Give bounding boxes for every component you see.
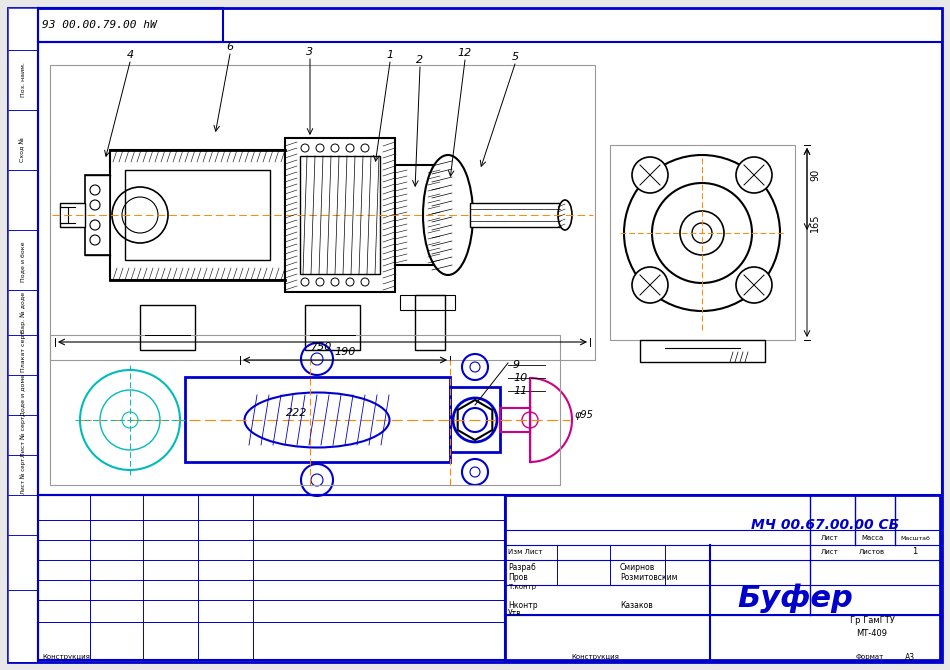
Bar bbox=[38, 495, 505, 660]
Bar bbox=[60, 207, 68, 223]
Text: 11: 11 bbox=[513, 386, 527, 396]
Circle shape bbox=[624, 155, 780, 311]
Text: 9: 9 bbox=[513, 360, 521, 370]
Bar bbox=[505, 495, 940, 660]
Circle shape bbox=[632, 267, 668, 303]
Bar bbox=[450, 387, 500, 452]
Bar bbox=[50, 65, 595, 360]
Bar bbox=[125, 170, 270, 260]
Text: Конструкция: Конструкция bbox=[42, 654, 90, 660]
Text: Доде и доме: Доде и доме bbox=[21, 374, 26, 416]
Ellipse shape bbox=[423, 155, 473, 275]
Text: Лист: Лист bbox=[821, 549, 839, 555]
Bar bbox=[640, 340, 765, 362]
Bar bbox=[8, 375, 38, 415]
Text: Казаков: Казаков bbox=[620, 600, 653, 610]
Text: 1: 1 bbox=[912, 547, 918, 557]
Text: Гр ГамГТУ
МТ-409: Гр ГамГТУ МТ-409 bbox=[849, 616, 895, 638]
Bar bbox=[185, 377, 450, 462]
Bar bbox=[8, 8, 38, 50]
Bar bbox=[8, 8, 38, 662]
Text: 90: 90 bbox=[810, 169, 820, 181]
Bar bbox=[8, 535, 38, 590]
Text: 5: 5 bbox=[511, 52, 519, 62]
Bar bbox=[8, 50, 38, 110]
Bar bbox=[8, 110, 38, 170]
Bar bbox=[110, 150, 285, 280]
Bar bbox=[300, 156, 380, 274]
Text: Листов: Листов bbox=[859, 549, 885, 555]
Bar bbox=[470, 203, 560, 227]
Bar bbox=[50, 335, 560, 485]
Text: 93 00.00.79.00 hW: 93 00.00.79.00 hW bbox=[42, 20, 157, 30]
Text: А3: А3 bbox=[905, 653, 915, 661]
Text: 3: 3 bbox=[307, 47, 314, 57]
Bar bbox=[8, 170, 38, 230]
Text: 750: 750 bbox=[312, 342, 332, 352]
Text: 165: 165 bbox=[810, 214, 820, 232]
Bar bbox=[8, 290, 38, 335]
Text: Разраб: Разраб bbox=[508, 563, 536, 572]
Text: Вар. № доде: Вар. № доде bbox=[20, 291, 26, 332]
Circle shape bbox=[736, 267, 772, 303]
Bar bbox=[400, 295, 455, 310]
Text: Формат: Формат bbox=[856, 654, 884, 660]
Text: Нконтр: Нконтр bbox=[508, 600, 538, 610]
Text: Утв: Утв bbox=[508, 608, 522, 618]
Bar bbox=[8, 455, 38, 495]
Text: Поз. наим.: Поз. наим. bbox=[21, 62, 26, 97]
Bar bbox=[38, 8, 223, 42]
Bar bbox=[38, 42, 942, 495]
Circle shape bbox=[632, 157, 668, 193]
Text: 12: 12 bbox=[458, 48, 472, 58]
Text: Сход №: Сход № bbox=[20, 137, 26, 162]
Text: Буфер: Буфер bbox=[737, 584, 853, 613]
Text: Лист: Лист bbox=[821, 535, 839, 541]
Text: Лист № серт.: Лист № серт. bbox=[20, 413, 26, 457]
Text: Лист № серт.: Лист № серт. bbox=[20, 456, 26, 494]
Text: 10: 10 bbox=[513, 373, 527, 383]
Bar bbox=[8, 495, 38, 535]
Text: Розмитовским: Розмитовским bbox=[620, 572, 677, 582]
Circle shape bbox=[736, 157, 772, 193]
Text: Плакат серт.: Плакат серт. bbox=[21, 328, 26, 371]
Text: φ95: φ95 bbox=[575, 410, 594, 420]
Text: Поде и боке: Поде и боке bbox=[21, 242, 26, 282]
Ellipse shape bbox=[558, 200, 572, 230]
Text: Смирнов: Смирнов bbox=[620, 563, 656, 572]
Bar bbox=[305, 305, 360, 350]
Bar bbox=[8, 590, 38, 662]
Text: Конструкция: Конструкция bbox=[571, 654, 619, 660]
Text: 4: 4 bbox=[126, 50, 134, 60]
Text: 1: 1 bbox=[387, 50, 393, 60]
Bar bbox=[415, 295, 445, 350]
Text: Изм Лист: Изм Лист bbox=[508, 549, 542, 555]
Bar bbox=[8, 335, 38, 375]
Text: 2: 2 bbox=[416, 55, 424, 65]
Bar bbox=[500, 408, 530, 432]
Text: Масса: Масса bbox=[861, 535, 884, 541]
Text: Пров: Пров bbox=[508, 572, 528, 582]
Bar bbox=[395, 165, 440, 265]
Bar bbox=[60, 203, 85, 227]
Bar bbox=[8, 230, 38, 290]
Text: 222: 222 bbox=[286, 408, 308, 418]
Bar bbox=[610, 145, 795, 340]
Text: 6: 6 bbox=[226, 42, 234, 52]
Text: Т.контр: Т.контр bbox=[508, 584, 536, 590]
Bar bbox=[8, 415, 38, 455]
Bar bbox=[285, 138, 395, 292]
Text: 190: 190 bbox=[334, 347, 355, 357]
Bar bbox=[85, 175, 110, 255]
Text: Масштаб: Масштаб bbox=[900, 535, 930, 541]
Bar bbox=[140, 305, 195, 350]
Text: МЧ 00.67.00.00 СБ: МЧ 00.67.00.00 СБ bbox=[750, 518, 899, 532]
